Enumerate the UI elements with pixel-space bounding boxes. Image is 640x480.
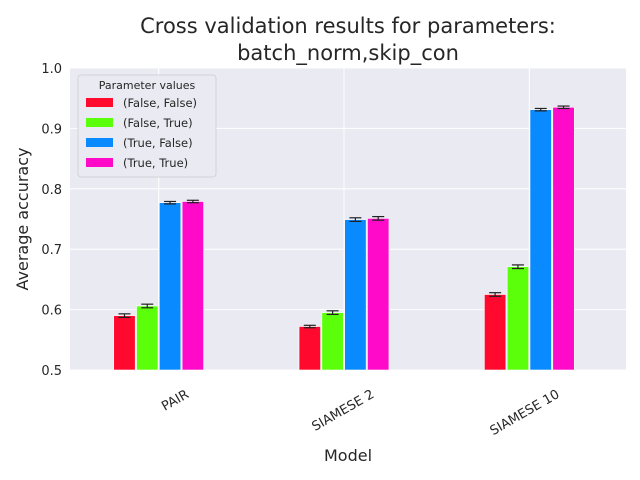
y-tick-label: 0.7	[41, 243, 62, 258]
x-axis-label: Model	[324, 446, 372, 465]
legend-label: (True, True)	[123, 156, 188, 170]
y-tick-label: 0.5	[41, 364, 62, 379]
bars-group	[113, 106, 575, 371]
legend-swatch	[86, 138, 113, 147]
legend: Parameter values (False, False) (False, T…	[77, 74, 217, 178]
bar	[113, 315, 136, 371]
bar	[321, 312, 344, 371]
legend-swatch	[86, 158, 113, 167]
bar	[529, 109, 552, 371]
legend-label: (True, False)	[123, 136, 193, 150]
chart-title-line-1: Cross validation results for parameters:	[140, 14, 556, 38]
x-tick-label: SIAMESE 2	[310, 387, 377, 435]
bar	[136, 305, 159, 371]
x-tick-labels: PAIR SIAMESE 2 SIAMESE 10	[159, 387, 562, 439]
y-tick-label: 0.8	[41, 183, 62, 198]
legend-title: Parameter values	[99, 79, 196, 92]
bar	[367, 218, 390, 371]
y-tick-label: 0.6	[41, 304, 62, 319]
bar	[181, 201, 204, 371]
bar	[484, 294, 507, 371]
chart-title-line-2: batch_norm,skip_con	[237, 41, 459, 66]
x-tick-label: SIAMESE 10	[488, 387, 563, 439]
legend-swatch	[86, 118, 113, 127]
bar	[344, 219, 367, 371]
legend-swatch	[86, 98, 113, 107]
y-tick-label: 1.0	[41, 62, 62, 77]
error-bars-group	[118, 105, 570, 329]
y-tick-label: 0.9	[41, 122, 62, 137]
bar	[506, 266, 529, 371]
y-axis-label: Average accuracy	[13, 148, 32, 291]
legend-label: (False, True)	[123, 116, 193, 130]
bar	[552, 106, 575, 371]
legend-label: (False, False)	[123, 96, 197, 110]
bar	[298, 326, 321, 371]
bar	[159, 202, 182, 371]
x-tick-label: PAIR	[159, 387, 191, 414]
y-tick-labels: 0.5 0.6 0.7 0.8 0.9 1.0	[41, 62, 62, 379]
